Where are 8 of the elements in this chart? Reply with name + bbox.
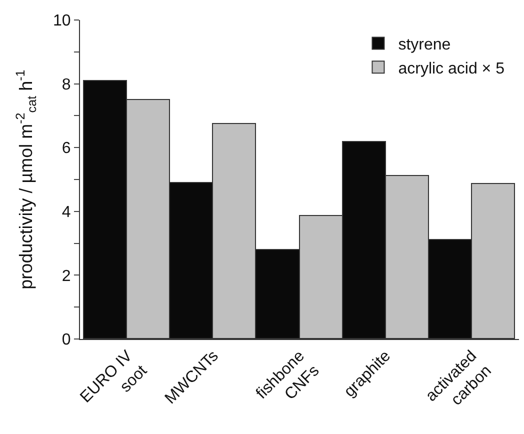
y-tick-label: 2 (62, 268, 71, 285)
legend-label: acrylic acid × 5 (398, 60, 505, 78)
y-tick-label: 10 (53, 12, 71, 30)
y-tick-label: 8 (62, 76, 71, 94)
y-tick-label: 0 (62, 332, 71, 349)
legend-label: styrene (398, 36, 451, 54)
y-tick-label: 6 (62, 140, 71, 158)
y-tick-label: 4 (62, 204, 71, 221)
